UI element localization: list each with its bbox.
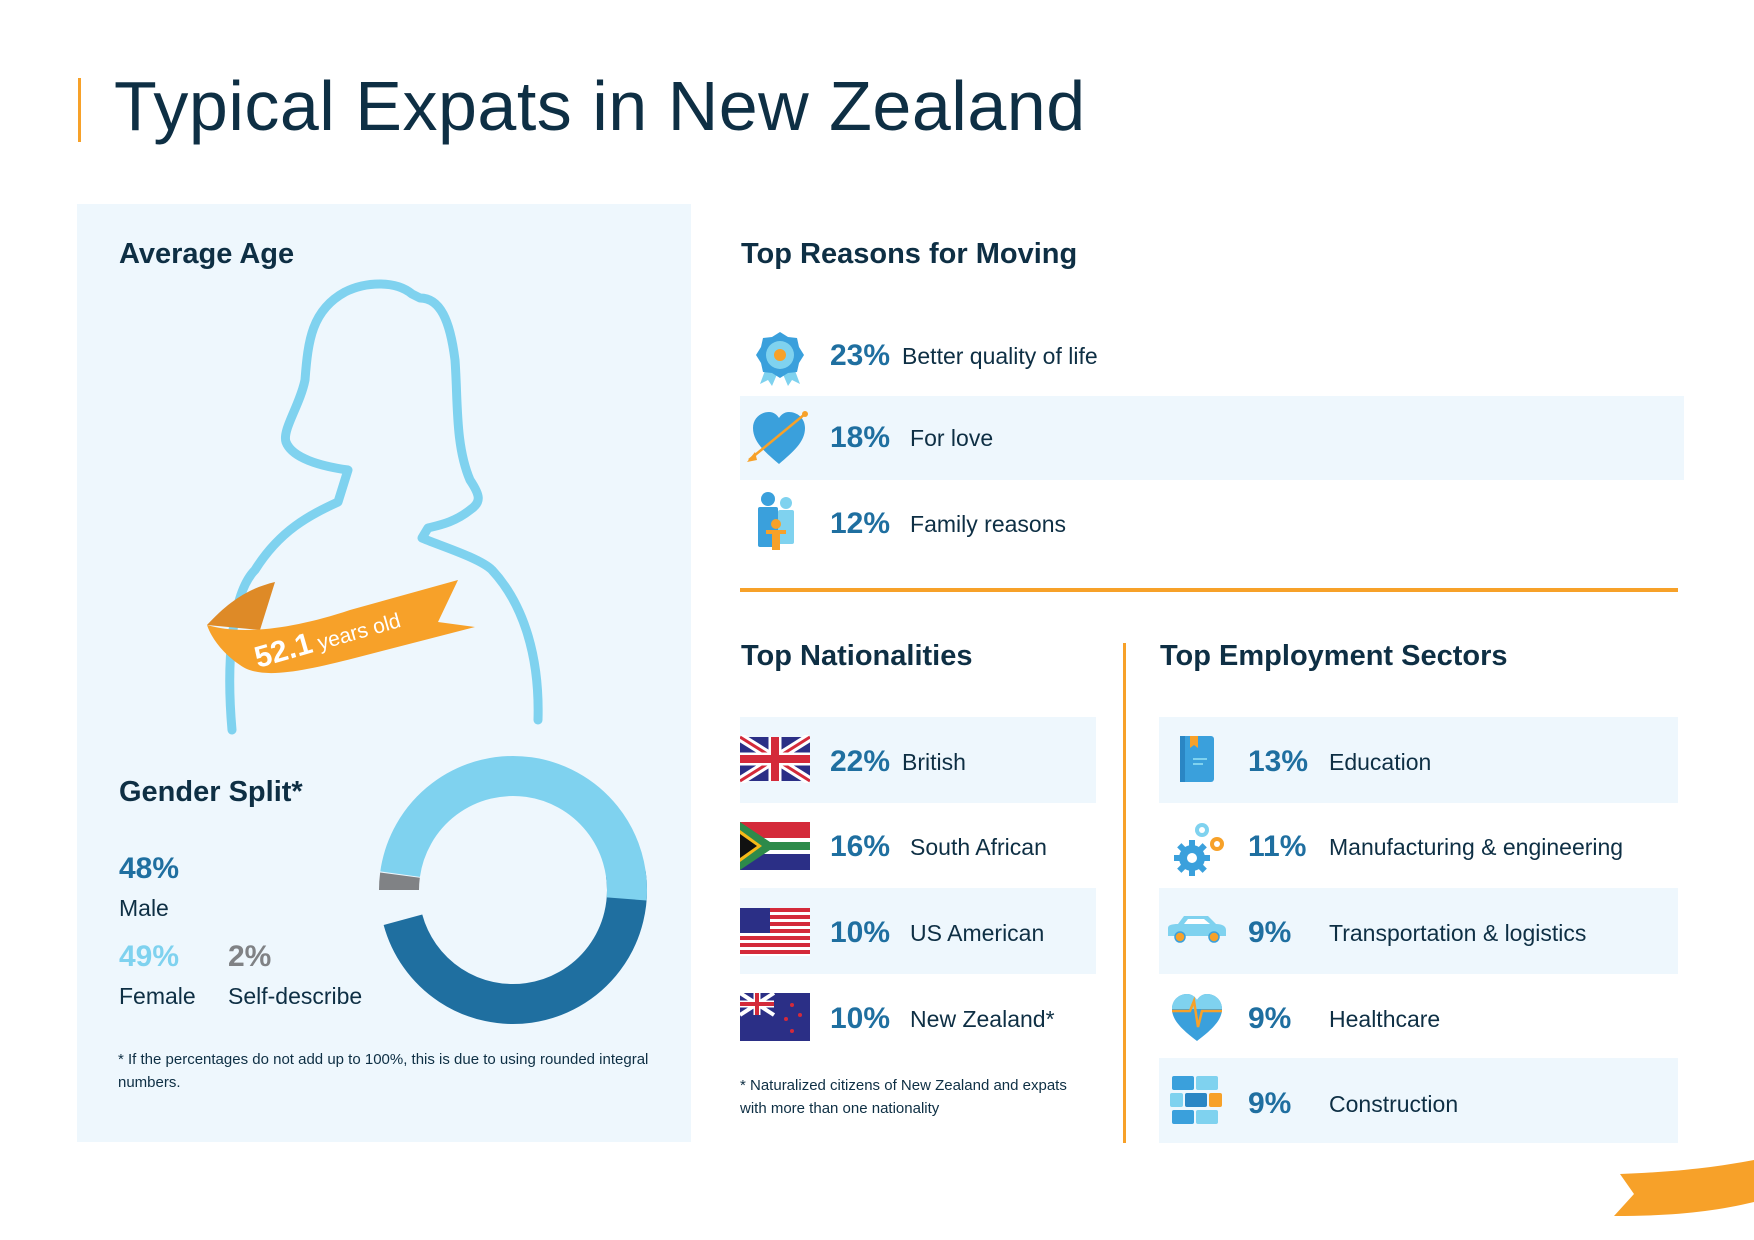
reason-label: For love bbox=[910, 424, 994, 451]
sector-pct: 9% bbox=[1248, 916, 1292, 949]
nationality-row: 10% US American bbox=[830, 913, 1044, 953]
nationality-row: 16% South African bbox=[830, 827, 1047, 867]
sector-row: 13% Education bbox=[1248, 742, 1431, 782]
sector-row-stripe bbox=[1159, 717, 1678, 803]
sector-pct: 11% bbox=[1248, 830, 1307, 863]
gender-footnote: * If the percentages do not add up to 10… bbox=[118, 1051, 649, 1091]
sector-label: Manufacturing & engineering bbox=[1329, 833, 1624, 860]
title-accent-bar bbox=[78, 78, 81, 142]
nationalities-footnote: * Naturalized citizens of New Zealand an… bbox=[740, 1077, 1067, 1117]
sector-label: Transportation & logistics bbox=[1329, 919, 1587, 946]
nationalities-heading: Top Nationalities bbox=[741, 640, 973, 672]
sector-label: Education bbox=[1329, 748, 1432, 775]
sector-pct: 13% bbox=[1248, 745, 1309, 778]
gears-icon bbox=[1174, 823, 1224, 876]
nationality-row: 10% New Zealand* bbox=[830, 999, 1055, 1039]
reason-pct: 12% bbox=[830, 507, 891, 540]
section-divider bbox=[740, 588, 1678, 592]
new-zealand-flag-icon bbox=[740, 993, 810, 1041]
bricks-icon bbox=[1170, 1076, 1222, 1124]
sector-pct: 9% bbox=[1248, 1002, 1292, 1035]
south-africa-flag-icon bbox=[740, 822, 810, 870]
sector-row: 9% Transportation & logistics bbox=[1248, 913, 1586, 953]
nationality-label: US American bbox=[910, 919, 1045, 946]
sector-row-stripe bbox=[1159, 888, 1678, 974]
reason-pct: 18% bbox=[830, 421, 891, 454]
sectors-heading: Top Employment Sectors bbox=[1160, 640, 1508, 672]
award-rosette-icon bbox=[756, 332, 804, 386]
female-label: Female bbox=[119, 983, 196, 1009]
car-icon bbox=[1168, 916, 1226, 943]
reason-pct: 23% bbox=[830, 339, 891, 372]
male-pct: 48% bbox=[119, 852, 180, 885]
nationality-pct: 10% bbox=[830, 916, 891, 949]
nationality-pct: 22% bbox=[830, 745, 891, 778]
heart-arrow-icon bbox=[747, 411, 808, 464]
book-icon bbox=[1180, 736, 1214, 782]
self-describe-segment bbox=[379, 756, 647, 1024]
gender-donut-chart bbox=[379, 756, 647, 1024]
nationality-label: New Zealand* bbox=[910, 1005, 1055, 1032]
column-divider bbox=[1123, 643, 1126, 1143]
sector-label: Construction bbox=[1329, 1090, 1459, 1117]
sector-row: 9% Healthcare bbox=[1248, 999, 1440, 1039]
reason-label: Family reasons bbox=[910, 510, 1066, 537]
nationality-label: British bbox=[902, 748, 966, 775]
nationality-row: 22% British bbox=[830, 742, 966, 782]
sector-pct: 9% bbox=[1248, 1087, 1292, 1120]
nationality-pct: 16% bbox=[830, 830, 891, 863]
us-flag-icon bbox=[740, 908, 810, 956]
female-pct: 49% bbox=[119, 940, 180, 973]
uk-flag-icon bbox=[740, 735, 810, 783]
reason-row-stripe bbox=[740, 396, 1684, 480]
sector-row: 9% Construction bbox=[1248, 1084, 1458, 1124]
sector-label: Healthcare bbox=[1329, 1005, 1441, 1032]
reason-row: 12% Family reasons bbox=[830, 504, 1066, 544]
female-silhouette-icon: 52.1 years old bbox=[207, 279, 543, 735]
sector-row: 11% Manufacturing & engineering bbox=[1248, 827, 1623, 867]
page-title: Typical Expats in New Zealand bbox=[114, 67, 1086, 145]
decorative-ribbon bbox=[1614, 1160, 1754, 1216]
reason-label: Better quality of life bbox=[902, 342, 1098, 369]
nationality-label: South African bbox=[910, 833, 1047, 860]
reason-row: 23% Better quality of life bbox=[830, 336, 1098, 376]
average-age-heading: Average Age bbox=[119, 238, 295, 270]
self-describe-label: Self-describe bbox=[228, 983, 363, 1009]
sector-row-stripe bbox=[1159, 1058, 1678, 1143]
reason-row: 18% For love bbox=[830, 418, 993, 458]
heartbeat-icon bbox=[1172, 994, 1222, 1041]
gender-split-heading: Gender Split* bbox=[119, 776, 303, 808]
family-icon bbox=[758, 492, 794, 550]
nationality-pct: 10% bbox=[830, 1002, 891, 1035]
reasons-heading: Top Reasons for Moving bbox=[741, 238, 1078, 270]
self-describe-pct: 2% bbox=[228, 940, 272, 973]
male-label: Male bbox=[119, 895, 169, 921]
